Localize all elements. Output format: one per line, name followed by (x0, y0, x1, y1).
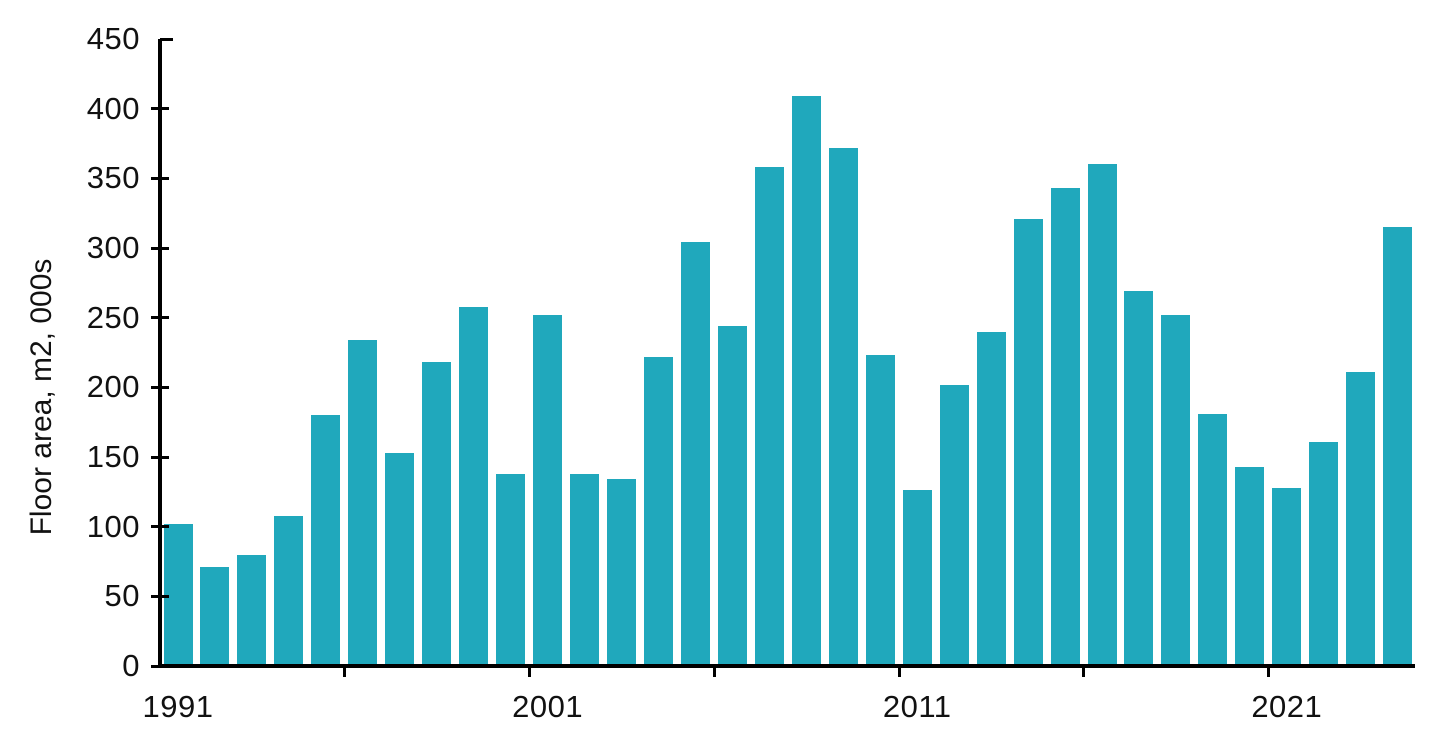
bar-1999 (459, 306, 489, 666)
y-axis-tick (160, 37, 173, 41)
x-axis-tick (527, 666, 531, 677)
bar-2012 (939, 384, 969, 666)
y-tick-label: 250 (86, 299, 140, 335)
y-tick-label: 350 (86, 160, 140, 196)
y-tick-label: 50 (104, 578, 140, 614)
y-tick-label: 300 (86, 229, 140, 265)
bar-1995 (311, 415, 341, 666)
x-tick-label: 1991 (142, 689, 214, 724)
y-axis-tick (151, 385, 169, 389)
y-axis-tick (151, 107, 169, 111)
bar-2001 (533, 314, 563, 666)
bar-2014 (1013, 218, 1043, 666)
bar-2011 (902, 490, 932, 666)
bar-2020 (1235, 466, 1265, 666)
y-tick-label: 450 (86, 20, 140, 56)
bar-2018 (1161, 314, 1191, 666)
bar-2024 (1383, 227, 1413, 666)
y-tick-label: 200 (86, 369, 140, 405)
x-tick-label: 2021 (1251, 689, 1323, 724)
x-axis-tick (897, 666, 901, 677)
bar-2000 (496, 473, 526, 666)
x-axis-tick (1267, 666, 1271, 677)
x-axis-tick (712, 666, 716, 677)
y-tick-label: 400 (86, 90, 140, 126)
bar-2009 (828, 147, 858, 666)
y-axis-tick (151, 246, 169, 250)
bar-2008 (791, 96, 821, 666)
y-axis-tick (151, 664, 169, 668)
y-tick-label: 100 (86, 508, 140, 544)
x-axis-tick (1082, 666, 1086, 677)
y-tick-label: 0 (122, 647, 140, 683)
bar-2022 (1309, 441, 1339, 666)
bar-1997 (385, 452, 415, 666)
y-axis-tick (151, 176, 169, 180)
bar-1993 (237, 554, 267, 666)
bar-2023 (1346, 372, 1376, 666)
bar-2002 (570, 473, 600, 666)
bar-2003 (607, 479, 637, 666)
y-axis-tick (151, 455, 169, 459)
x-axis-tick (343, 666, 347, 677)
y-axis-tick (151, 594, 169, 598)
bar-2004 (643, 356, 673, 666)
bar-2005 (680, 242, 710, 666)
y-tick-label: 150 (86, 438, 140, 474)
bar-1992 (200, 567, 230, 666)
bar-1996 (348, 339, 378, 666)
bar-2013 (976, 331, 1006, 666)
bar-2006 (717, 326, 747, 666)
bar-2007 (754, 167, 784, 666)
bar-2016 (1087, 164, 1117, 666)
bar-1994 (274, 515, 304, 666)
bar-2017 (1124, 291, 1154, 666)
x-axis-line (158, 664, 1415, 668)
bar-2021 (1272, 487, 1302, 666)
bar-2019 (1198, 413, 1228, 666)
x-tick-label: 2001 (512, 689, 584, 724)
y-axis-tick (151, 316, 169, 320)
y-axis-tick (151, 525, 169, 529)
x-tick-label: 2011 (882, 689, 952, 724)
bar-2015 (1050, 188, 1080, 666)
bar-1998 (422, 362, 452, 666)
y-axis-line (158, 39, 162, 668)
bar-2010 (865, 355, 895, 666)
